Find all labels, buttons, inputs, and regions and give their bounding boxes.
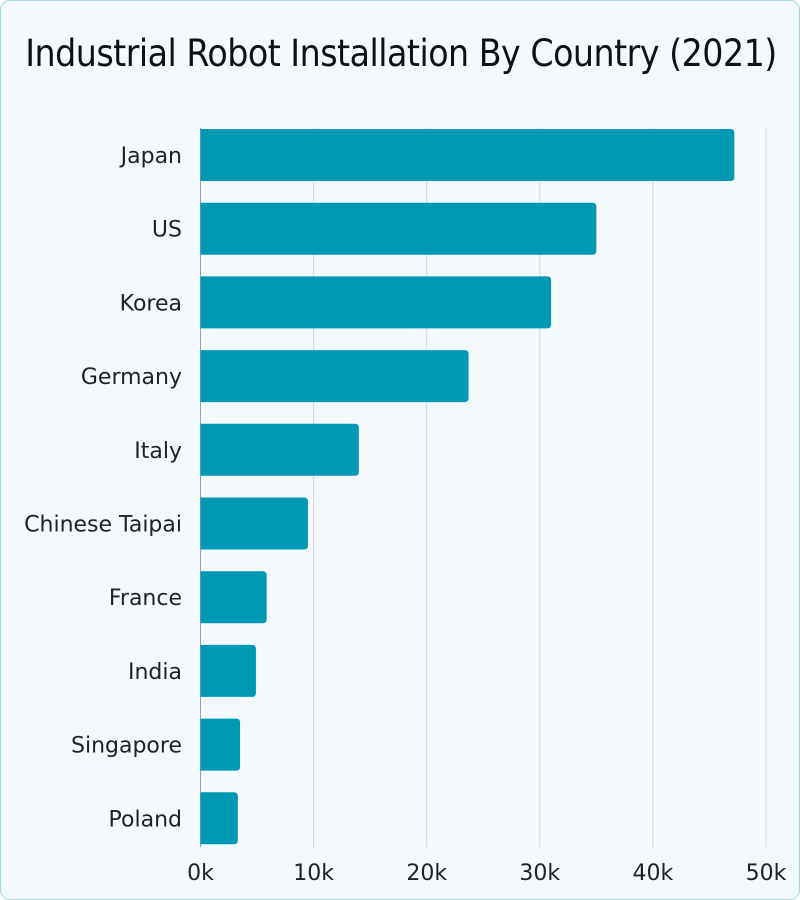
category-label: Chinese Taipai (24, 513, 182, 538)
category-label: Italy (134, 439, 182, 464)
bar (200, 202, 597, 255)
bar (200, 644, 256, 697)
category-label: Korea (120, 291, 182, 316)
bar (200, 718, 241, 771)
x-tick-label: 40k (633, 861, 674, 886)
x-tick-label: 0k (187, 861, 214, 886)
bar (200, 129, 735, 181)
bar (200, 276, 552, 329)
bar (200, 571, 267, 624)
category-label: Japan (119, 144, 182, 169)
chart-title: Industrial Robot Installation By Country… (25, 32, 777, 75)
category-label: India (128, 660, 182, 685)
x-tick-label: 20k (406, 861, 447, 886)
category-label: Poland (109, 807, 182, 832)
category-label: France (109, 586, 182, 611)
x-tick-label: 10k (293, 861, 334, 886)
category-label: Singapore (71, 734, 182, 759)
bar (200, 792, 238, 845)
x-tick-label: 50k (746, 861, 787, 886)
category-label: Germany (81, 365, 182, 390)
bar (200, 423, 359, 476)
x-tick-label: 30k (519, 861, 560, 886)
bar (200, 497, 308, 550)
category-label: US (152, 218, 182, 243)
bar (200, 350, 469, 403)
